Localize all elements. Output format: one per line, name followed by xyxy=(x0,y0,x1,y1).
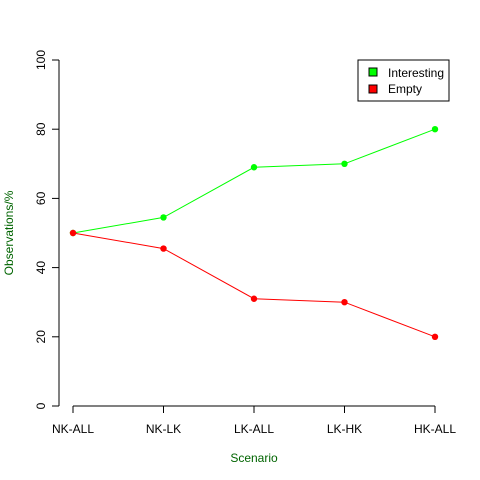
legend-label-interesting: Interesting xyxy=(388,66,444,80)
x-tick-label: NK-ALL xyxy=(52,422,94,436)
y-tick-label: 80 xyxy=(34,122,48,136)
data-point-empty xyxy=(160,245,167,252)
axes: 0 20 40 60 80 100 NK-ALL NK-LK LK-ALL LK-HK HK-AL… xyxy=(34,50,456,436)
data-point-empty xyxy=(341,299,348,306)
legend-box xyxy=(357,59,450,102)
x-tick-label: HK-ALL xyxy=(414,422,456,436)
x-axis-title: Scenario xyxy=(230,451,278,465)
series-line-interesting xyxy=(72,128,436,234)
data-point-empty xyxy=(431,333,439,340)
legend: Interesting Empty xyxy=(357,59,450,102)
legend-swatch-empty xyxy=(368,84,378,94)
series-layer xyxy=(69,126,439,340)
x-tick-label: LK-ALL xyxy=(234,422,274,436)
y-tick-label: 20 xyxy=(34,330,48,344)
legend-swatch-interesting xyxy=(368,67,378,77)
series-line-empty xyxy=(72,232,436,338)
data-point-empty xyxy=(250,295,258,302)
y-tick-label: 40 xyxy=(34,261,48,275)
data-point-interesting xyxy=(160,214,167,221)
x-ticks: NK-ALL NK-LK LK-ALL LK-HK HK-ALL xyxy=(52,406,456,436)
legend-label-empty: Empty xyxy=(388,82,422,96)
y-ticks: 0 20 40 60 80 100 xyxy=(34,50,59,409)
data-point-empty xyxy=(69,229,77,237)
x-tick-label: LK-HK xyxy=(327,422,362,436)
y-tick-label: 100 xyxy=(34,50,48,70)
y-tick-label: 0 xyxy=(34,402,48,409)
y-axis-title: Observations/% xyxy=(2,190,16,275)
x-tick-label: NK-LK xyxy=(146,422,181,436)
data-point-interesting xyxy=(341,160,348,167)
data-point-interesting xyxy=(250,164,258,171)
data-point-interesting xyxy=(431,126,439,133)
y-tick-label: 60 xyxy=(34,191,48,205)
